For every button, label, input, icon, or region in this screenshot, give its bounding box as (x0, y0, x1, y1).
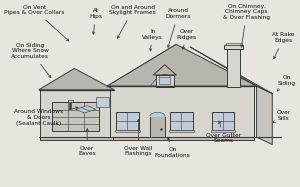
Text: On Vent
Pipes & Over Collars: On Vent Pipes & Over Collars (4, 4, 69, 41)
Bar (40, 90, 113, 137)
Bar (116, 112, 139, 130)
Bar (150, 116, 165, 137)
Text: Over
Eaves: Over Eaves (78, 129, 96, 157)
Text: Around
Dormers: Around Dormers (166, 8, 191, 47)
Bar (155, 75, 174, 87)
Bar (224, 45, 243, 49)
Polygon shape (76, 106, 96, 113)
Text: Over
Sills: Over Sills (273, 110, 291, 123)
Bar (110, 86, 254, 137)
Text: Over
Ridges: Over Ridges (177, 29, 197, 49)
Bar (110, 137, 254, 140)
Text: Around Windows
& Doors
(Sealant Caulk): Around Windows & Doors (Sealant Caulk) (14, 107, 78, 126)
Bar (226, 43, 242, 45)
Polygon shape (107, 44, 256, 86)
Text: Over Wall
Flashings: Over Wall Flashings (124, 119, 153, 157)
Polygon shape (153, 65, 176, 75)
Bar (212, 112, 234, 130)
Bar (115, 130, 140, 132)
Text: On Chimney,
Chimney Caps
& Over Flashing: On Chimney, Chimney Caps & Over Flashing (223, 4, 270, 47)
Bar (211, 130, 235, 132)
Polygon shape (256, 86, 272, 145)
Bar (169, 130, 194, 132)
Bar (170, 112, 193, 130)
Text: On Siding
Where Snow
Accumulates: On Siding Where Snow Accumulates (11, 42, 51, 78)
Bar (227, 47, 240, 87)
Bar (159, 77, 170, 84)
Bar (68, 100, 73, 102)
Text: Over Gutter
Seams: Over Gutter Seams (206, 121, 242, 143)
Bar (40, 137, 113, 140)
Text: On and Around
Skylight Frames: On and Around Skylight Frames (110, 4, 156, 38)
Text: On
Foundations: On Foundations (155, 138, 190, 158)
Text: In
Valleys: In Valleys (142, 29, 163, 51)
Bar (96, 97, 109, 107)
Text: At
Hips: At Hips (89, 8, 102, 34)
Text: At Rake
Edges: At Rake Edges (272, 32, 295, 59)
Text: On
Siding: On Siding (278, 75, 296, 91)
Polygon shape (39, 68, 114, 90)
Bar (52, 102, 99, 131)
